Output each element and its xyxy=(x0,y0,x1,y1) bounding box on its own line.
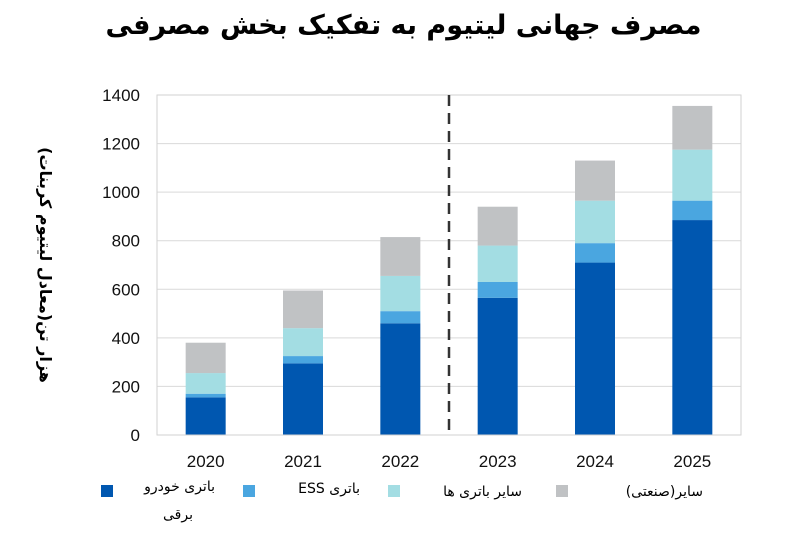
legend-swatch-ess xyxy=(243,485,255,497)
x-tick-label: 2022 xyxy=(381,452,419,471)
y-tick-label: 400 xyxy=(112,329,140,348)
bar-segment xyxy=(672,105,713,150)
legend-swatch-ev xyxy=(101,485,113,497)
bar-segment xyxy=(185,373,226,394)
legend-label-industrial: سایر(صنعتی) xyxy=(625,484,703,500)
x-tick-label: 2023 xyxy=(479,452,517,471)
bar-segment xyxy=(672,200,713,221)
bar-segment xyxy=(380,323,421,435)
bar-segment xyxy=(477,282,518,298)
bars-layer xyxy=(185,105,713,435)
legend-swatch-other-batteries xyxy=(388,485,400,497)
bar-segment xyxy=(283,356,323,364)
x-tick-label: 2021 xyxy=(284,452,322,471)
bar-segment xyxy=(283,328,323,357)
bar-segment xyxy=(477,297,518,435)
legend-label-ev-line1: باتری خودرو xyxy=(144,479,215,495)
bar-segment xyxy=(575,200,615,244)
y-tick-labels: 0 200 400 600 800 1000 1200 1400 xyxy=(102,86,140,445)
bar-segment xyxy=(380,275,421,312)
bar-segment xyxy=(477,245,518,282)
bar-segment xyxy=(380,237,421,276)
legend-swatch-industrial xyxy=(556,485,568,497)
y-tick-label: 1200 xyxy=(102,135,140,154)
bar-segment xyxy=(185,397,226,435)
legend-label-ev-line2: برقی xyxy=(163,507,193,523)
y-tick-label: 1400 xyxy=(102,86,140,105)
bar-segment xyxy=(380,311,421,324)
x-tick-label: 2025 xyxy=(673,452,711,471)
x-tick-label: 2024 xyxy=(576,452,614,471)
bar-segment xyxy=(185,342,226,374)
x-tick-labels: 2020 2021 2022 2023 2024 2025 xyxy=(187,452,711,471)
y-tick-label: 1000 xyxy=(102,183,140,202)
y-tick-label: 600 xyxy=(112,280,140,299)
bar-segment xyxy=(185,393,226,398)
bar-segment xyxy=(575,243,615,263)
bar-segment xyxy=(575,262,615,435)
chart-title: مصرف جهانی لیتیوم به تفکیک بخش مصرفی xyxy=(105,10,702,41)
y-axis-label: هزار تن(معادل لیتیوم کربنات) xyxy=(36,147,55,383)
legend-label-ess: باتری ESS xyxy=(298,481,360,497)
legend-label-other-batteries: سایر باتری ها xyxy=(443,484,522,500)
y-tick-label: 200 xyxy=(112,377,140,396)
y-tick-label: 800 xyxy=(112,232,140,251)
bar-segment xyxy=(283,363,323,435)
bar-segment xyxy=(672,220,713,435)
bar-segment xyxy=(283,290,323,329)
bar-segment xyxy=(477,206,518,246)
bar-segment xyxy=(575,160,615,201)
x-tick-label: 2020 xyxy=(187,452,225,471)
y-tick-label: 0 xyxy=(131,426,140,445)
bar-segment xyxy=(672,149,713,201)
